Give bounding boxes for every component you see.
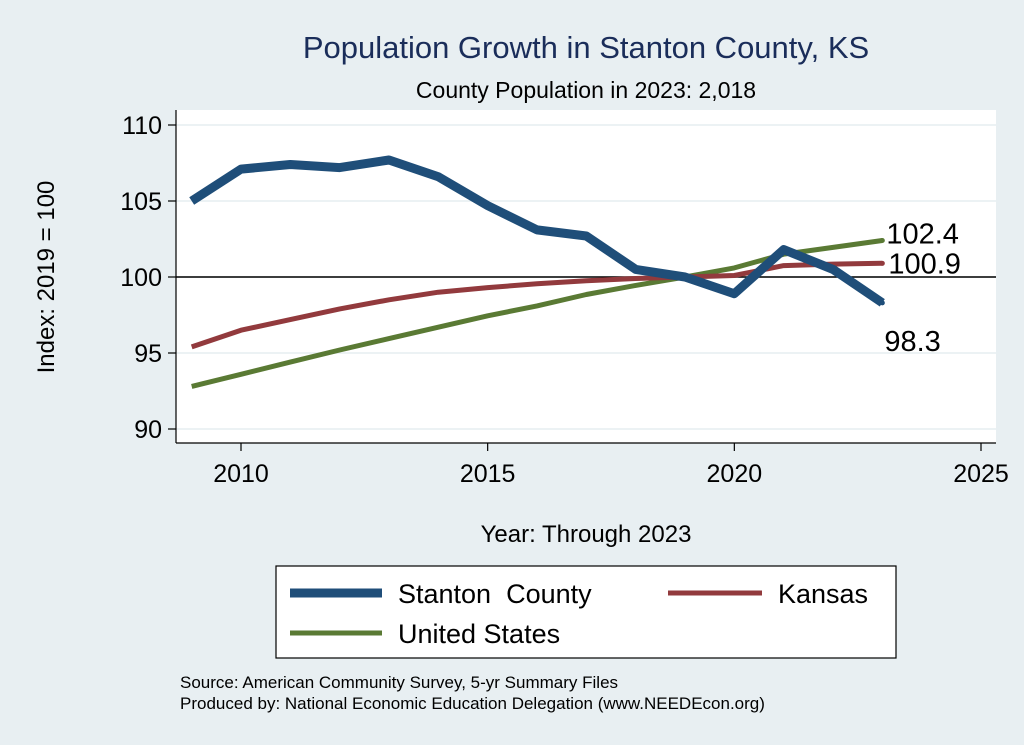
y-tick-label: 90 xyxy=(134,416,162,444)
series-lines xyxy=(189,155,885,389)
y-tick-label: 105 xyxy=(120,188,162,216)
series-end-marker xyxy=(879,238,885,244)
x-tick-label: 2025 xyxy=(953,460,1009,488)
y-tick-label: 110 xyxy=(122,112,162,140)
legend-label-kansas: Kansas xyxy=(778,579,868,609)
x-tick-label: 2010 xyxy=(213,460,269,488)
x-tick-label: 2015 xyxy=(460,460,516,488)
series-end-marker xyxy=(879,300,885,306)
grid-lines xyxy=(176,124,996,430)
legend-label-united-states: United States xyxy=(398,619,560,649)
chart-title: Population Growth in Stanton County, KS xyxy=(303,30,869,65)
y-tick-label: 95 xyxy=(134,340,162,368)
y-tick-label: 100 xyxy=(120,264,162,292)
producer-note: Produced by: National Economic Education… xyxy=(180,694,765,713)
end-label: 100.9 xyxy=(888,248,961,280)
y-axis-title: Index: 2019 = 100 xyxy=(33,181,60,374)
end-label: 102.4 xyxy=(886,219,959,251)
legend-box xyxy=(275,565,897,659)
axes: 90 95 100 105 110 2010 2015 2020 2025 xyxy=(120,110,1009,488)
legend-label-stanton-county: Stanton County xyxy=(398,579,592,609)
x-tick-label: 2020 xyxy=(707,460,763,488)
legend-item-united-states: United States xyxy=(290,619,560,649)
end-label: 98.3 xyxy=(884,326,940,358)
chart-subtitle: County Population in 2023: 2,018 xyxy=(416,77,756,103)
series-line-stanton-county xyxy=(189,155,885,307)
series-end-marker xyxy=(879,260,885,266)
legend-item-kansas: Kansas xyxy=(668,579,868,609)
source-note: Source: American Community Survey, 5-yr … xyxy=(180,673,618,692)
x-axis-title: Year: Through 2023 xyxy=(481,521,692,548)
legend-item-stanton-county: Stanton County xyxy=(290,579,592,609)
